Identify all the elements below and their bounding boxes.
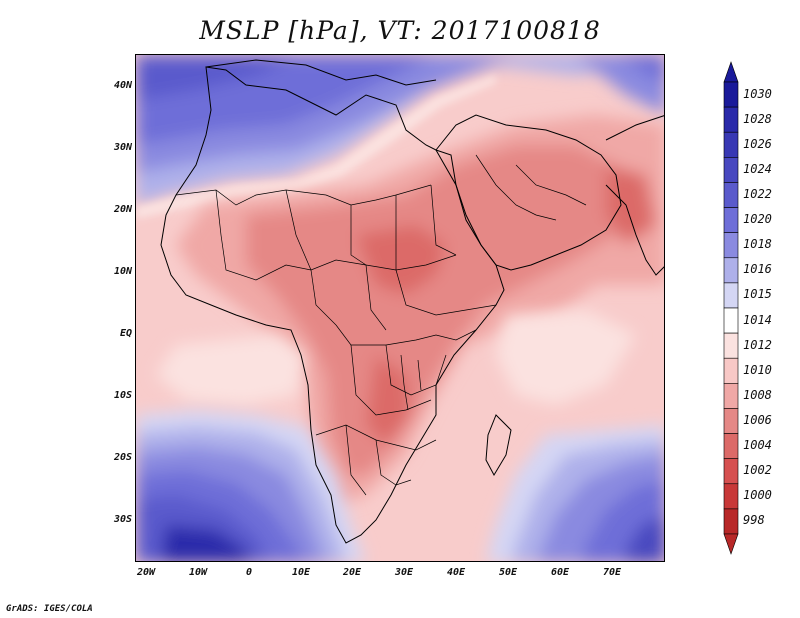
madagascar-coast [485,414,512,477]
colorbar-level-label: 1016 [743,262,772,277]
mslp-map [135,54,665,562]
lat-label-10s: 10S [113,390,132,401]
colorbar-swatch [723,483,739,510]
colorbar-level-label: 1022 [743,187,772,201]
arabia-coast [435,114,622,271]
colorbar-level-label: 1000 [743,488,772,503]
colorbar-swatch [723,131,739,158]
asia-coast [605,115,664,141]
colorbar-level-label: 1026 [743,136,772,151]
colorbar-swatch [723,408,739,434]
india-coast [605,184,664,276]
lat-label-40n: 40N [113,80,132,91]
colorbar-level-label: 1024 [743,161,772,176]
colorbar-swatch [723,458,739,485]
border-central-south [350,344,447,416]
ocean-pale-pressure [156,310,636,405]
great-lakes [400,354,422,411]
lon-label-0: 0 [245,567,253,578]
colorbar-level-label: 1030 [743,86,772,101]
lat-label-20s: 20S [113,452,132,463]
north-1014-band [136,75,496,219]
south-high-pressure [136,410,664,561]
lon-label-50e: 50E [498,567,518,578]
lat-label-30n: 30N [113,142,132,153]
lat-label-10n: 10N [113,266,132,277]
colorbar [723,61,739,555]
colorbar-swatch [723,332,739,359]
colorbar-swatch [723,383,739,409]
colorbar-level-label: 1002 [743,463,772,478]
colorbar-swatch [723,157,739,183]
colorbar-level-label: 1010 [743,362,772,377]
colorbar-bottom-arrow [723,533,739,555]
colorbar-swatch [723,508,739,535]
colorbar-swatch [723,182,739,208]
grads-credit: GrADS: IGES/COLA [6,604,93,614]
border-north-africa [175,184,432,206]
lon-label-20w: 20W [136,567,156,578]
border-southern [315,424,437,496]
border-arabia [475,154,587,221]
colorbar-swatch [723,357,739,384]
coastlines [160,59,664,544]
lat-label-eq: EQ [119,328,132,339]
colorbar-level-label: 1015 [743,287,772,302]
lon-label-70e: 70E [602,567,622,578]
lon-label-60e: 60E [550,567,570,578]
colorbar-level-label: 998 [743,513,765,528]
lon-label-30e: 30E [394,567,414,578]
colorbar-level-label: 1028 [743,111,772,126]
pressure-field [136,55,664,561]
colorbar-swatch [723,106,739,133]
lon-label-10w: 10W [188,567,208,578]
colorbar-level-label: 1018 [743,237,772,252]
colorbar-swatch [723,207,739,233]
border-central-west [310,264,497,331]
colorbar-level-label: 1004 [743,438,772,453]
colorbar-top-arrow [723,61,739,83]
border-sahara [285,184,457,271]
colorbar-swatch [723,257,739,284]
colorbar-level-label: 1020 [743,212,772,227]
colorbar-swatch [723,307,739,334]
colorbar-swatch [723,433,739,459]
north-high-pressure [136,55,664,205]
colorbar-swatch [723,282,739,309]
country-borders [175,154,587,496]
lon-label-40e: 40E [446,567,466,578]
lat-label-30s: 30S [113,514,132,525]
colorbar-level-label: 1008 [743,387,772,402]
colorbar-level-label: 1014 [743,312,772,327]
colorbar-swatch [723,81,739,108]
lon-label-20e: 20E [342,567,362,578]
lat-label-20n: 20N [113,204,132,215]
africa-coast [160,66,505,544]
map-title: MSLP [hPa], VT: 2017100818 [199,16,601,45]
colorbar-level-label: 1006 [743,413,772,427]
colorbar-swatch [723,232,739,259]
europe-coast [205,59,437,86]
colorbar-level-label: 1012 [743,337,772,352]
lon-label-10e: 10E [291,567,311,578]
